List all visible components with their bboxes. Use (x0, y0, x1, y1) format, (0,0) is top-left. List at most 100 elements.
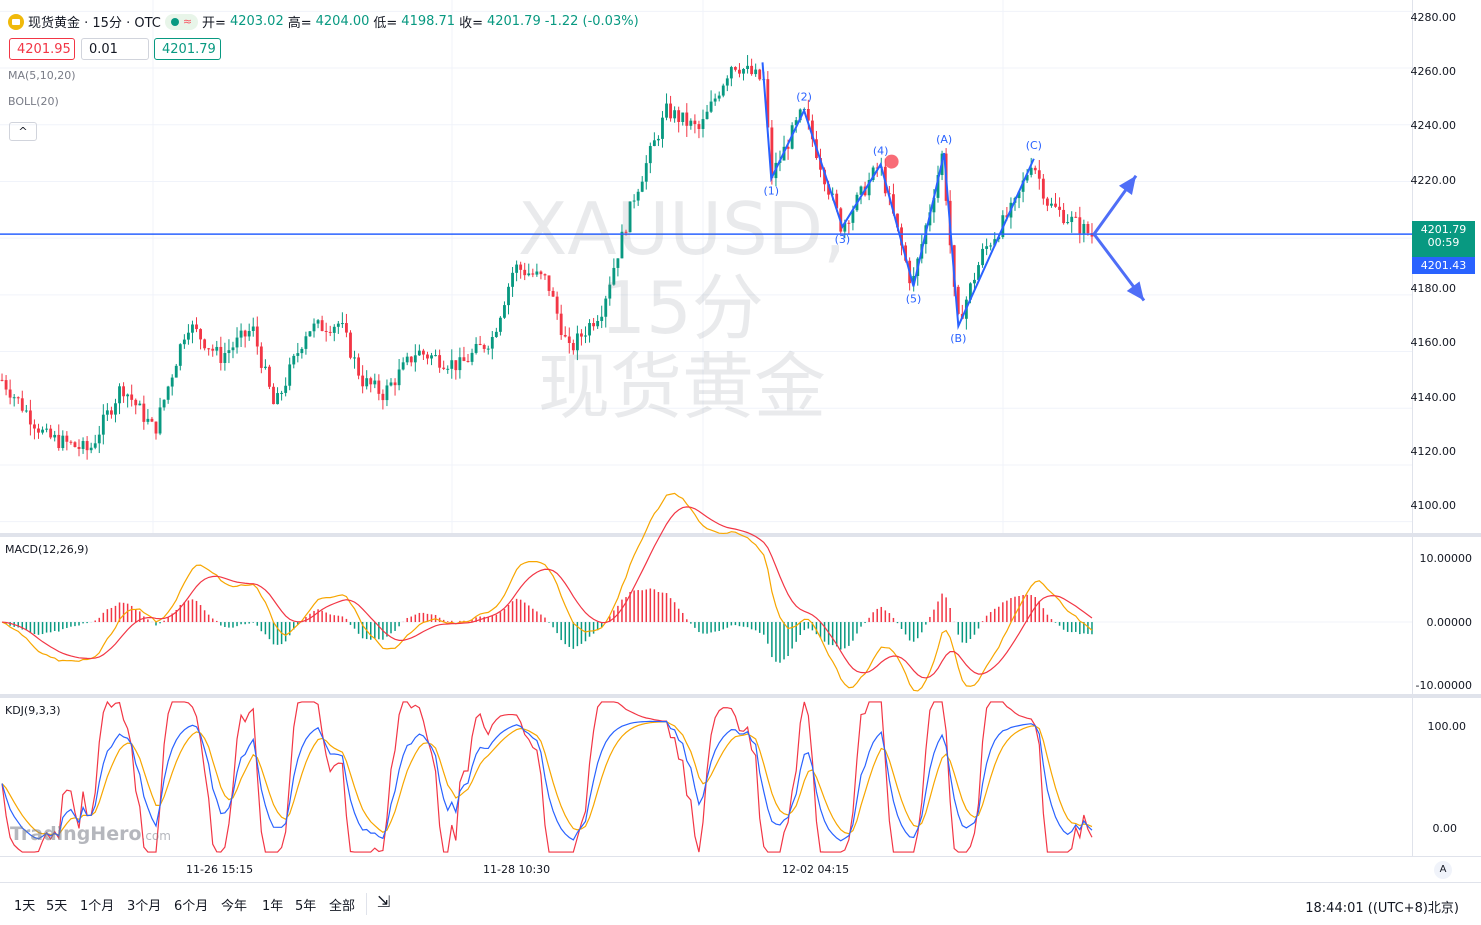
market-status-pill[interactable]: ≈ (164, 13, 199, 30)
candle-body (300, 348, 304, 354)
candle-body (474, 343, 478, 353)
candle-body (705, 111, 709, 120)
candle-body (118, 386, 121, 404)
grid-lines (0, 0, 1412, 533)
candle-body (385, 385, 389, 401)
range-ytd-button[interactable]: 今年 (221, 899, 248, 914)
candle-body (466, 360, 470, 362)
clock-timezone[interactable]: 18:44:01 ((UTC+8)北京) (1305, 901, 1459, 916)
candle-body (389, 382, 393, 386)
kdj-axis[interactable]: 100.00 0.00 (1412, 698, 1481, 856)
kdj-title[interactable]: KDJ(9,3,3) (5, 704, 61, 717)
candle-body (932, 197, 936, 213)
candle-body (397, 369, 401, 386)
macd-chart[interactable] (0, 492, 1412, 694)
collapse-indicators-button[interactable]: ^ (9, 122, 37, 141)
candle-body (503, 305, 506, 318)
candle-body (697, 124, 701, 129)
time-axis[interactable]: 11-26 15:15 11-28 10:30 12-02 04:15 A (0, 856, 1481, 883)
sell-price-button[interactable]: 4201.95 (9, 38, 75, 60)
candle-body (393, 382, 397, 386)
candle-body (166, 386, 170, 400)
candle-body (73, 442, 77, 447)
candle-body (373, 380, 377, 385)
candle-body (405, 356, 409, 363)
candle-body (126, 394, 130, 397)
candle-body (101, 414, 105, 435)
candle-body (616, 258, 620, 268)
wave-label: (4) (873, 144, 889, 157)
symbol-title[interactable]: 现货黄金 · 15分 · OTC (28, 16, 161, 31)
range-3m-button[interactable]: 3个月 (127, 899, 162, 914)
candle-body (1037, 170, 1041, 179)
candle-body (422, 350, 425, 355)
horizontal-line-price-tag: 4201.43 (1412, 257, 1475, 274)
range-all-button[interactable]: 全部 (329, 899, 356, 914)
candle-body (551, 290, 555, 297)
candle-body (746, 65, 749, 70)
buy-price-button[interactable]: 4201.79 (154, 38, 221, 60)
macd-tick: 0.00000 (1426, 616, 1473, 629)
candle-body (417, 350, 421, 356)
kdj-pane[interactable]: KDJ(9,3,3) (0, 698, 1412, 856)
candle-body (1066, 222, 1070, 224)
wave-label: (2) (796, 91, 812, 104)
candle-body (28, 410, 32, 425)
close-label: 收= (459, 16, 483, 31)
range-5y-button[interactable]: 5年 (295, 899, 317, 914)
range-1m-button[interactable]: 1个月 (80, 899, 115, 914)
main-chart-pane[interactable]: (1) (2) (3) (4) (5) (A) (B) (C) XAUUSD, 15分 现货黄… (0, 0, 1412, 533)
wave-icon: ≈ (182, 15, 193, 28)
candle-body (57, 434, 61, 449)
quantity-input[interactable]: 0.01 (81, 38, 149, 60)
candle-body (33, 424, 36, 429)
candle-body (1082, 224, 1086, 234)
candle-body (519, 264, 523, 270)
wave-label: (3) (835, 233, 851, 246)
candle-body (636, 191, 640, 201)
kdj-chart[interactable] (0, 698, 1412, 856)
price-tick: 4240.00 (1410, 119, 1457, 132)
macd-axis[interactable]: 10.00000 0.00000 -10.00000 (1412, 537, 1481, 694)
gold-coin-icon (8, 13, 24, 30)
candle-body (555, 296, 559, 314)
low-label: 低= (373, 16, 398, 31)
candle-body (624, 231, 628, 233)
candle-body (312, 323, 316, 332)
candle-body (1021, 180, 1025, 192)
candle-body (182, 339, 186, 345)
candle-body (1070, 216, 1074, 223)
candle-body (827, 184, 831, 195)
candle-body (1017, 191, 1021, 199)
candle-body (49, 428, 53, 438)
price-tick: 4260.00 (1410, 65, 1457, 78)
candle-body (588, 323, 591, 336)
candle-body (268, 366, 271, 387)
candlestick-chart[interactable]: (1) (2) (3) (4) (5) (A) (B) (C) (0, 0, 1412, 533)
candle-body (490, 336, 494, 349)
range-6m-button[interactable]: 6个月 (174, 899, 209, 914)
candle-body (93, 443, 97, 448)
candle-body (324, 330, 328, 332)
date-range-icon[interactable]: ⇲ (377, 892, 391, 911)
pane-separator[interactable] (0, 694, 1481, 698)
macd-title[interactable]: MACD(12,26,9) (5, 543, 89, 556)
candle-body (361, 375, 365, 387)
candle-body (296, 353, 300, 356)
candle-body (442, 367, 446, 369)
auto-scale-button[interactable]: A (1434, 861, 1452, 879)
range-1y-button[interactable]: 1年 (262, 899, 284, 914)
watermark-name: 现货黄金 (537, 345, 826, 430)
boll-indicator-label[interactable]: BOLL(20) (8, 95, 59, 108)
ma-indicator-label[interactable]: MA(5,10,20) (8, 69, 76, 82)
candle-body (142, 403, 146, 422)
candle-body (263, 366, 267, 368)
candle-body (1029, 167, 1033, 175)
range-5d-button[interactable]: 5天 (46, 899, 68, 914)
macd-pane[interactable]: MACD(12,26,9) (0, 492, 1412, 694)
bearish-arrow-head (1126, 281, 1144, 301)
range-1d-button[interactable]: 1天 (14, 899, 36, 914)
price-tick: 4140.00 (1410, 391, 1457, 404)
candle-body (786, 146, 790, 149)
candle-body (652, 140, 656, 147)
